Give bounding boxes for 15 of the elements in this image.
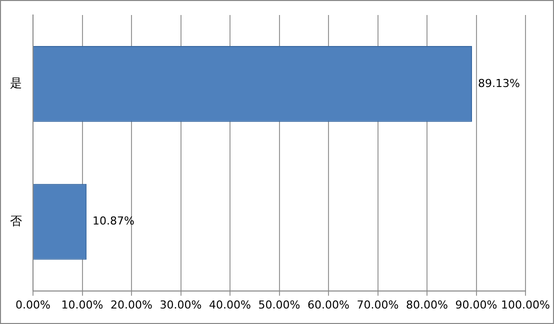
x-tick-label: 10.00% bbox=[61, 298, 104, 312]
x-tick-label: 60.00% bbox=[308, 298, 350, 312]
x-tick-label: 0.00% bbox=[16, 298, 50, 312]
x-tick-label: 80.00% bbox=[406, 298, 448, 312]
data-label: 89.13% bbox=[478, 76, 520, 90]
x-tick-label: 40.00% bbox=[209, 298, 251, 312]
x-tick-label: 50.00% bbox=[258, 298, 300, 312]
y-tick-label: 是 bbox=[10, 76, 22, 90]
x-tick-label: 20.00% bbox=[110, 298, 152, 312]
x-tick-label: 70.00% bbox=[356, 298, 399, 312]
data-label: 10.87% bbox=[92, 214, 134, 228]
y-tick-label: 否 bbox=[10, 214, 22, 228]
x-tick-label: 90.00% bbox=[455, 298, 498, 312]
x-tick-label: 30.00% bbox=[160, 298, 202, 312]
x-tick-label: 100.00% bbox=[501, 298, 550, 312]
